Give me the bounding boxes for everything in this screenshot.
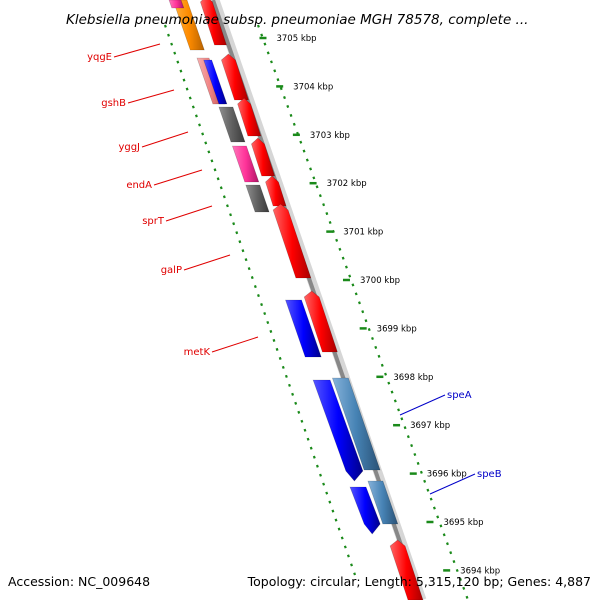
- kbp-tick-label: 3705 kbp: [276, 34, 316, 44]
- gene-label-layer: yqgE gshB yggJ endA sprT galP metK speA speB: [87, 43, 502, 495]
- left-guide-dots: [163, 24, 357, 576]
- gene-block-blue: [203, 59, 228, 105]
- kbp-tick-label: 3698 kbp: [393, 373, 433, 383]
- kbp-tick-label: 3697 kbp: [410, 421, 450, 431]
- gene-label-yqgE: yqgE: [87, 52, 112, 63]
- gene-leader-line: [141, 131, 189, 148]
- gene-leader-line: [153, 169, 203, 186]
- kbp-tick-label: 3696 kbp: [427, 470, 467, 480]
- gene-leader-line: [113, 43, 161, 58]
- gene-leader-line: [211, 336, 259, 353]
- kbp-tick-label: 3700 kbp: [360, 276, 400, 286]
- right-guide-dots: [256, 24, 470, 600]
- gene-label-speB: speB: [477, 469, 502, 480]
- gene-arrow-blue: [349, 486, 381, 535]
- gene-block-blue: [285, 299, 322, 358]
- gene-label-yggJ: yggJ: [118, 142, 140, 153]
- kbp-tick-label: 3694 kbp: [460, 566, 500, 576]
- gene-block-gray: [218, 106, 246, 143]
- gene-leader-line: [183, 254, 231, 271]
- gene-arrow-red: [389, 539, 424, 600]
- gene-label-speA: speA: [447, 390, 472, 401]
- kbp-tick-label: 3704 kbp: [293, 82, 333, 92]
- gene-block-magenta: [168, 0, 185, 9]
- tick-layer: 3705 kbp 3704 kbp 3703 kbp 3702 kbp 3701 kbp…: [259, 34, 500, 576]
- kbp-tick-label: 3695 kbp: [443, 518, 483, 528]
- gene-arrow-red: [221, 53, 249, 101]
- gene-block-orange: [172, 0, 205, 51]
- kbp-tick-label: 3701 kbp: [343, 228, 383, 238]
- gene-label-sprT: sprT: [142, 216, 165, 227]
- gene-leader-line: [399, 394, 446, 416]
- kbp-tick-label: 3703 kbp: [310, 131, 350, 141]
- gene-arrow-red: [303, 290, 338, 353]
- gene-arrow-red: [200, 0, 227, 46]
- gene-label-galP: galP: [161, 265, 182, 276]
- gene-block-magenta: [231, 145, 260, 183]
- gene-block-gray: [245, 184, 270, 213]
- gene-leader-line: [165, 205, 213, 222]
- gene-arrow-red: [251, 137, 276, 177]
- gene-block-steelblue: [331, 377, 381, 471]
- gene-leader-line: [127, 89, 175, 104]
- features-layer: [168, 0, 424, 600]
- gene-arrow-blue: [312, 379, 364, 482]
- gene-label-endA: endA: [126, 180, 152, 191]
- gene-block-steelblue: [367, 480, 399, 525]
- kbp-tick-label: 3702 kbp: [327, 179, 367, 189]
- map-title: Klebsiella pneumoniae subsp. pneumoniae …: [66, 12, 528, 28]
- gene-label-metK: metK: [184, 347, 211, 358]
- gene-arrow-red: [237, 97, 262, 137]
- kbp-tick-label: 3699 kbp: [377, 324, 417, 334]
- gene-arrow-red: [272, 203, 312, 279]
- gene-label-gshB: gshB: [101, 98, 126, 109]
- accession-label: Accession: NC_009648: [8, 574, 150, 589]
- genome-summary: Topology: circular; Length: 5,315,120 bp…: [247, 574, 591, 589]
- gene-leader-line: [429, 473, 476, 495]
